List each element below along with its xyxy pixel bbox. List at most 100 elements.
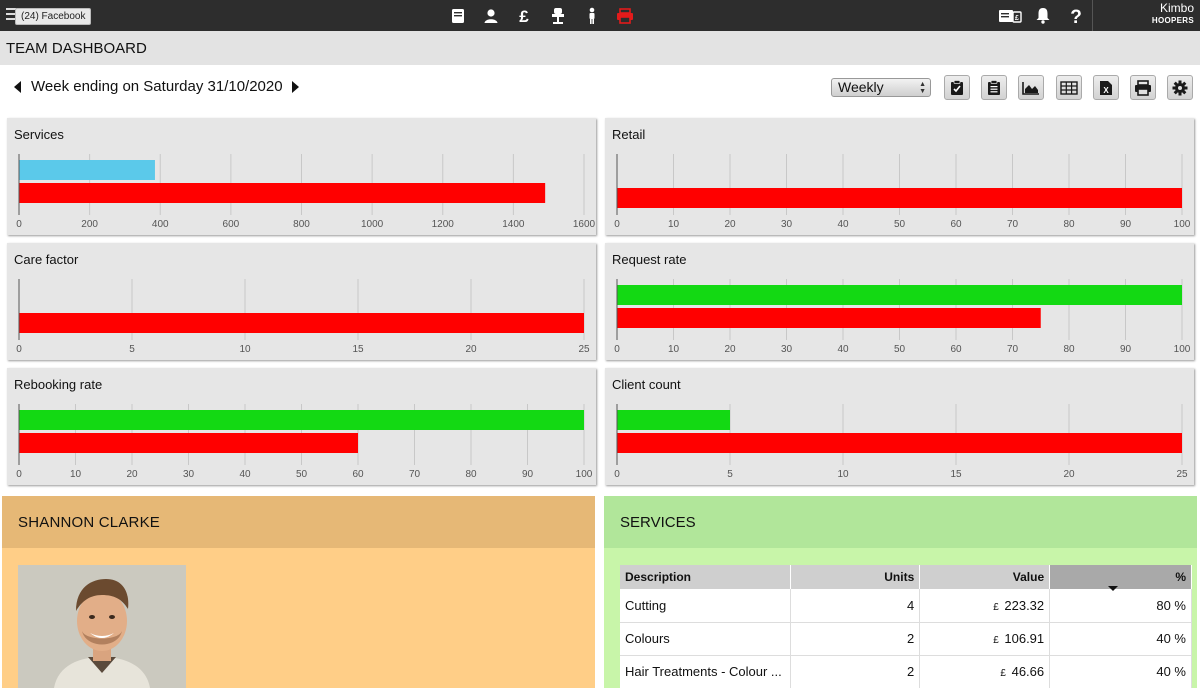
tick-label: 100 xyxy=(1174,219,1191,230)
chart-title: Retail xyxy=(612,127,646,142)
period-select[interactable]: Weekly ▲ ▼ xyxy=(831,78,931,97)
tick-label: 60 xyxy=(950,219,962,230)
tick-label: 25 xyxy=(1176,469,1188,480)
svg-text:£: £ xyxy=(1015,15,1019,22)
tick-label: 70 xyxy=(1007,344,1019,355)
tick-label: 10 xyxy=(668,219,680,230)
chair-icon[interactable] xyxy=(541,0,574,31)
book-icon[interactable] xyxy=(441,0,474,31)
cell-percent: 80 % xyxy=(1049,589,1192,623)
clipboard-check-button[interactable] xyxy=(944,75,970,100)
bar xyxy=(19,160,155,180)
column-header-description[interactable]: Description xyxy=(620,565,792,589)
chart-title: Care factor xyxy=(14,252,79,267)
services-title: SERVICES xyxy=(620,514,696,531)
print-icon[interactable] xyxy=(608,0,641,31)
user-menu[interactable]: Kimbo HOOPERS xyxy=(1152,1,1194,27)
divider xyxy=(1092,0,1093,31)
tick-label: 20 xyxy=(465,344,477,355)
tick-label: 15 xyxy=(950,469,962,480)
chart-panel-services: Services 0 200 400 600 800 1000 1200 1400 1600 xyxy=(7,118,596,235)
bar xyxy=(617,308,1041,328)
table-row[interactable]: Cutting 4 £ 223.32 80 % xyxy=(620,589,1192,623)
cell-value: £ 46.66 xyxy=(919,655,1051,688)
svg-text:?: ? xyxy=(1070,7,1082,25)
tick-label: 100 xyxy=(576,469,593,480)
tick-label: 0 xyxy=(614,344,620,355)
value-amount: 223.32 xyxy=(1004,597,1045,613)
report-icon[interactable]: £ xyxy=(993,0,1026,31)
menu-icon[interactable] xyxy=(6,8,16,22)
table-row[interactable]: Hair Treatments - Colour ... 2 £ 46.66 4… xyxy=(620,655,1192,688)
pound-icon[interactable]: £ xyxy=(507,0,540,31)
area-chart-icon xyxy=(1022,81,1039,95)
table-row[interactable]: Colours 2 £ 106.91 40 % xyxy=(620,622,1192,656)
tick-label: 10 xyxy=(668,344,680,355)
print-button[interactable] xyxy=(1130,75,1156,100)
tick-label: 800 xyxy=(293,219,310,230)
excel-export-button[interactable]: X xyxy=(1093,75,1119,100)
clipboard-icon xyxy=(988,79,1000,95)
tick-label: 70 xyxy=(409,469,421,480)
bar xyxy=(19,313,584,333)
clipboard-check-icon xyxy=(951,79,963,95)
table-view-button[interactable] xyxy=(1056,75,1082,100)
chart-panel-care-factor: Care factor 0 5 10 15 20 25 xyxy=(7,243,596,360)
chart-request-rate: 0 10 20 30 40 50 60 70 80 90 100 xyxy=(614,279,1191,355)
bar xyxy=(617,188,1182,208)
tick-label: 10 xyxy=(70,469,82,480)
tick-label: 0 xyxy=(16,219,22,230)
cell-units: 2 xyxy=(790,655,921,688)
select-arrows-icon: ▲ ▼ xyxy=(919,81,926,95)
tick-label: 1600 xyxy=(573,219,596,230)
tick-label: 80 xyxy=(1063,344,1075,355)
clipboard-button[interactable] xyxy=(981,75,1007,100)
print-icon xyxy=(1135,79,1151,96)
sort-descending-icon xyxy=(1108,586,1119,591)
tick-label: 1400 xyxy=(502,219,525,230)
area-chart-button[interactable] xyxy=(1018,75,1044,100)
browser-tooltip: (24) Facebook xyxy=(15,8,92,25)
help-icon[interactable]: ? xyxy=(1059,0,1092,31)
value-amount: 106.91 xyxy=(1004,631,1045,646)
bar xyxy=(19,183,546,203)
person-icon[interactable] xyxy=(474,0,507,31)
staff-icon[interactable] xyxy=(575,0,608,31)
staff-name: SHANNON CLARKE xyxy=(18,514,160,531)
salon-name: HOOPERS xyxy=(1151,16,1194,25)
currency-symbol: £ xyxy=(993,635,999,646)
settings-button[interactable] xyxy=(1167,75,1193,100)
tick-label: 40 xyxy=(837,344,849,355)
tick-label: 30 xyxy=(781,344,793,355)
column-header-value[interactable]: Value xyxy=(919,565,1051,589)
column-header-percent-label: % xyxy=(1175,570,1186,584)
chart-panel-request-rate: Request rate 0 10 20 30 40 50 60 70 80 90 100 xyxy=(605,243,1194,360)
cell-units: 2 xyxy=(790,622,921,656)
tick-label: 90 xyxy=(522,469,534,480)
tick-label: 10 xyxy=(239,344,251,355)
next-week-button[interactable] xyxy=(292,81,299,93)
tick-label: 5 xyxy=(727,469,733,480)
chart-title: Client count xyxy=(612,377,681,392)
previous-week-button[interactable] xyxy=(14,81,21,93)
cell-value: £ 106.91 xyxy=(919,622,1051,656)
chart-title: Request rate xyxy=(612,252,687,267)
tick-label: 25 xyxy=(578,344,590,355)
tick-label: 20 xyxy=(1063,469,1075,480)
cell-percent: 40 % xyxy=(1049,622,1192,656)
tick-label: 20 xyxy=(724,344,736,355)
tick-label: 10 xyxy=(837,469,849,480)
tick-label: 200 xyxy=(81,219,98,230)
chart-panel-retail: Retail 0 10 20 30 40 50 60 70 80 90 100 xyxy=(605,118,1194,235)
tick-label: 30 xyxy=(781,219,793,230)
bar xyxy=(617,410,730,430)
column-header-units[interactable]: Units xyxy=(790,565,921,589)
tick-label: 70 xyxy=(1007,219,1019,230)
bell-icon[interactable] xyxy=(1026,0,1059,31)
chart-services: 0 200 400 600 800 1000 1200 1400 1600 xyxy=(16,154,596,230)
tick-label: 50 xyxy=(894,219,906,230)
currency-symbol: £ xyxy=(993,601,999,613)
column-header-percent[interactable]: % xyxy=(1049,565,1192,591)
tick-label: 60 xyxy=(352,469,364,480)
tick-label: 0 xyxy=(614,219,620,230)
